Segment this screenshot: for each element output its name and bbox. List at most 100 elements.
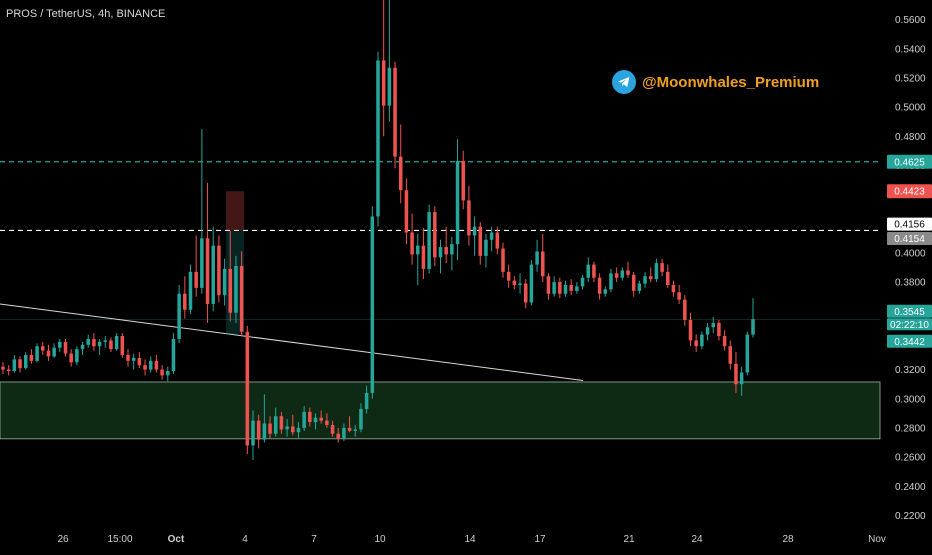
y-tick-label: 0.3200 [895, 365, 926, 376]
candle-body [148, 360, 153, 370]
candle-body [160, 369, 164, 376]
y-tick-label: 0.4000 [895, 248, 926, 259]
price-label-bg [887, 217, 932, 231]
y-tick-label: 0.3000 [895, 394, 926, 405]
x-axis: 26 15:00 Oct 4 7 10 14 17 21 24 28 Nov [57, 534, 885, 545]
candle-body [728, 346, 733, 364]
candle-body [319, 417, 323, 421]
candle-body [120, 336, 125, 355]
candle-body [80, 344, 85, 350]
candle-body [359, 408, 363, 430]
candle-body [626, 270, 630, 275]
candle-body [688, 320, 693, 341]
candle-body [660, 263, 664, 272]
candle-body [353, 429, 358, 431]
price-label-bg [887, 231, 932, 245]
candle-body [279, 416, 284, 430]
candles-layer [1, 0, 755, 460]
candle-body [217, 245, 221, 296]
candle-body [404, 190, 409, 233]
candle-body [228, 268, 233, 313]
candle-body [592, 264, 596, 278]
candle-body [575, 286, 579, 291]
candle-body [739, 372, 744, 385]
candle-body [683, 299, 687, 320]
candle-body [336, 433, 340, 439]
candle-body [387, 67, 392, 106]
candle-body [489, 232, 494, 240]
candle-body [188, 271, 193, 310]
support-zone-layer [0, 381, 881, 440]
candle-body [109, 340, 113, 350]
candle-body [114, 336, 119, 350]
candle-body [308, 411, 312, 423]
price-label: 0.3442 [894, 337, 925, 348]
candle-body [205, 238, 210, 304]
candle-body [586, 264, 590, 278]
candle-body [620, 270, 625, 278]
candle-body [631, 274, 636, 291]
candle-body [23, 355, 28, 369]
candle-body [342, 427, 346, 439]
x-tick-label: Nov [868, 534, 886, 545]
candle-body [722, 336, 727, 347]
x-tick-label: 24 [691, 534, 703, 545]
candle-body [46, 350, 51, 357]
candle-body [546, 276, 551, 294]
candle-body [273, 416, 278, 434]
price-label-bg [887, 318, 932, 331]
candle-body [569, 285, 573, 291]
candle-body [438, 247, 443, 258]
y-tick-label: 0.4800 [895, 132, 926, 143]
candle-body [35, 346, 39, 361]
candle-body [416, 245, 420, 255]
candle-body [563, 285, 568, 294]
candle-body [370, 216, 375, 393]
price-label-bg [887, 334, 932, 348]
candle-body [291, 426, 295, 433]
candle-body [734, 363, 738, 385]
candle-body [364, 392, 369, 409]
candle-body [6, 369, 11, 372]
candle-body [376, 60, 380, 217]
price-label-bg [887, 154, 932, 169]
candle-body [535, 251, 539, 265]
candle-body [398, 156, 403, 191]
candle-body [268, 423, 272, 434]
candle-body [711, 322, 715, 328]
candle-body [745, 334, 750, 373]
candle-body [700, 334, 704, 347]
candle-body [58, 341, 62, 348]
candle-body [92, 338, 96, 347]
candle-body [285, 426, 289, 430]
candle-body [597, 277, 602, 294]
candle-body [325, 420, 329, 425]
x-tick-label: 7 [311, 534, 317, 545]
candle-body [506, 271, 511, 281]
candle-body [421, 245, 426, 269]
price-label: 02:22:10 [890, 320, 929, 331]
price-label: 0.4625 [894, 157, 925, 168]
price-label-bg [887, 184, 932, 199]
candle-body [131, 357, 136, 361]
candle-body [541, 251, 545, 277]
candle-body [495, 232, 500, 249]
candle-body [18, 359, 22, 369]
y-tick-label: 0.5600 [895, 15, 926, 26]
candle-body [552, 282, 556, 294]
y-tick-label: 0.2400 [895, 482, 926, 493]
candle-body [97, 341, 102, 347]
candle-body [518, 283, 522, 285]
x-tick-label: 21 [623, 534, 635, 545]
y-tick-label: 0.2600 [895, 453, 926, 464]
brand-watermark: @Moonwhales_Premium [612, 70, 819, 94]
candle-body [450, 244, 454, 255]
candle-body [12, 359, 17, 372]
x-tick-label: 4 [242, 534, 248, 545]
candle-body [1, 366, 5, 370]
candle-body [194, 271, 198, 288]
x-tick-label: 17 [534, 534, 546, 545]
support-zone [0, 381, 881, 440]
